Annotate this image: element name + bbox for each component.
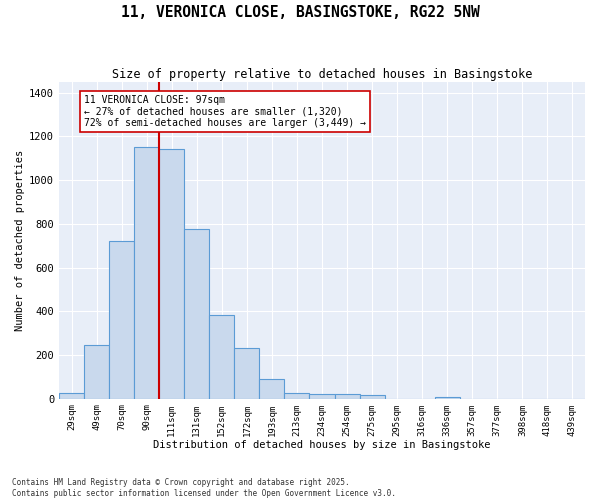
Text: 11, VERONICA CLOSE, BASINGSTOKE, RG22 5NW: 11, VERONICA CLOSE, BASINGSTOKE, RG22 5N… xyxy=(121,5,479,20)
Text: 11 VERONICA CLOSE: 97sqm
← 27% of detached houses are smaller (1,320)
72% of sem: 11 VERONICA CLOSE: 97sqm ← 27% of detach… xyxy=(84,95,366,128)
Bar xyxy=(209,314,235,398)
X-axis label: Distribution of detached houses by size in Basingstoke: Distribution of detached houses by size … xyxy=(153,440,491,450)
Bar xyxy=(435,396,460,398)
Bar xyxy=(134,148,159,398)
Bar xyxy=(284,392,310,398)
Bar xyxy=(235,348,259,399)
Bar xyxy=(84,344,109,399)
Bar xyxy=(109,242,134,398)
Bar xyxy=(59,394,84,398)
Bar xyxy=(259,379,284,398)
Title: Size of property relative to detached houses in Basingstoke: Size of property relative to detached ho… xyxy=(112,68,532,80)
Y-axis label: Number of detached properties: Number of detached properties xyxy=(15,150,25,331)
Bar xyxy=(335,394,359,398)
Bar xyxy=(159,150,184,398)
Text: Contains HM Land Registry data © Crown copyright and database right 2025.
Contai: Contains HM Land Registry data © Crown c… xyxy=(12,478,396,498)
Bar xyxy=(310,394,335,398)
Bar xyxy=(359,396,385,398)
Bar xyxy=(184,230,209,398)
